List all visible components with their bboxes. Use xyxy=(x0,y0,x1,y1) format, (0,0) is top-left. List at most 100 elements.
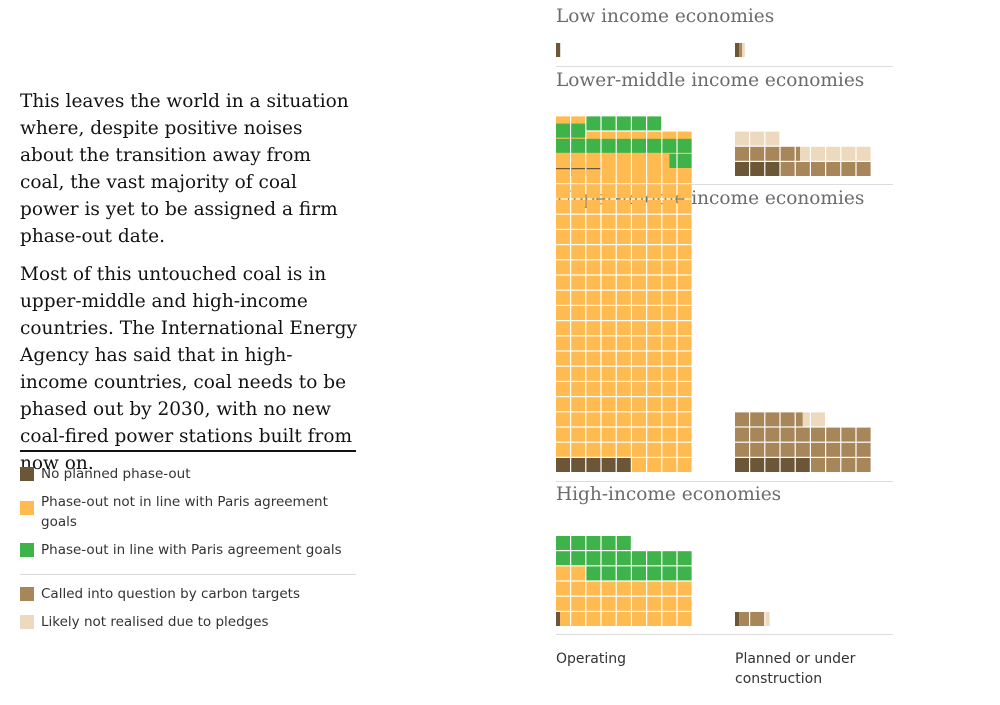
waffle-cell-not-paris xyxy=(586,382,601,396)
waffle-cell-paris xyxy=(601,566,616,581)
waffle-cell-not-paris xyxy=(556,306,570,320)
waffle-cell-questioned xyxy=(735,427,749,442)
waffle-cell-not-paris xyxy=(616,260,631,275)
waffle-cell-not-paris xyxy=(571,596,586,611)
waffle-cell-not-paris xyxy=(601,199,616,214)
waffle-cell-not-paris xyxy=(556,214,570,229)
waffle-cell-questioned xyxy=(765,442,780,457)
waffle-cell-not-paris xyxy=(647,290,662,305)
waffle-cell-not-paris xyxy=(601,442,616,457)
waffle-cell-not-paris xyxy=(560,612,570,626)
waffle-cell-not-paris xyxy=(586,154,601,168)
waffle-cell-questioned xyxy=(856,162,871,176)
waffle-cell-not-paris xyxy=(556,154,570,168)
waffle-cell-not-paris xyxy=(647,397,662,412)
waffle-cell-not-paris xyxy=(601,382,616,396)
waffle-cell-not-paris xyxy=(677,184,692,199)
waffle-cell-paris xyxy=(616,551,631,566)
waffle-cell-not-paris xyxy=(616,442,631,457)
waffle-cell-not-paris xyxy=(571,260,586,275)
section-title-lower-middle: Lower-middle income economies xyxy=(556,70,865,91)
waffle-cell-not-realised xyxy=(735,131,749,146)
waffle-cell-not-paris xyxy=(662,596,677,611)
waffle-cell-paris xyxy=(616,138,631,153)
waffle-cell-paris xyxy=(586,551,601,566)
waffle-cell-not-paris xyxy=(677,230,692,244)
waffle-cell-not-paris xyxy=(586,184,601,199)
waffle-cell-not-paris xyxy=(647,169,662,184)
waffle-cell-paris xyxy=(571,536,586,550)
waffle-cell-paris xyxy=(616,116,631,131)
waffle-cell-questioned xyxy=(795,146,800,161)
waffle-cell-paris xyxy=(647,566,662,581)
waffle-cell-paris xyxy=(571,138,586,153)
waffle-cell-paris xyxy=(632,551,646,566)
waffle-cell-not-paris xyxy=(586,260,601,275)
waffle-cell-not-paris xyxy=(662,442,677,457)
waffle-cell-not-paris xyxy=(556,199,570,214)
waffle-cell-not-paris xyxy=(647,366,662,381)
waffle-cell-not-paris xyxy=(632,230,646,244)
waffle-cell-questioned xyxy=(750,442,765,457)
waffle-cell-questioned xyxy=(795,427,810,442)
waffle-cell-not-paris xyxy=(586,214,601,229)
waffle-cell-questioned xyxy=(826,458,841,472)
section-title-high: High-income economies xyxy=(556,484,782,505)
waffle-cell-paris xyxy=(556,551,570,566)
waffle-cell-not-paris xyxy=(616,199,631,214)
waffle-cell-not-paris xyxy=(571,306,586,320)
waffle-cell-not-paris xyxy=(556,184,570,199)
waffle-cell-not-paris xyxy=(647,458,662,472)
waffle-cell-questioned xyxy=(765,427,780,442)
waffle-cell-not-paris xyxy=(677,336,692,351)
waffle-cell-questioned xyxy=(780,162,795,176)
waffle-cell-not-paris xyxy=(662,275,677,290)
waffle-cell-not-paris xyxy=(632,336,646,351)
waffle-cell-not-realised xyxy=(841,146,856,161)
waffle-cell-not-paris xyxy=(662,306,677,320)
waffle-cell-paris xyxy=(632,116,646,131)
waffle-cell-not-paris xyxy=(601,412,616,427)
waffle-cell-not-paris xyxy=(586,442,601,457)
divider xyxy=(556,184,893,185)
waffle-cell-not-paris xyxy=(616,427,631,442)
waffle-cell-not-paris xyxy=(662,351,677,366)
waffle-cell-not-realised xyxy=(826,146,841,161)
waffle-cell-not-paris xyxy=(647,154,662,168)
waffle-cell-not-paris xyxy=(586,306,601,320)
waffle-cell-not-paris xyxy=(556,566,570,581)
waffle-cell-paris xyxy=(586,116,601,131)
swatch-not-paris xyxy=(20,501,34,515)
waffle-cell-not-paris xyxy=(556,412,570,427)
waffle-cell-not-paris xyxy=(677,351,692,366)
waffle-cell-not-paris xyxy=(632,169,646,184)
waffle-cell-not-paris xyxy=(677,458,692,472)
waffle-cell-not-paris xyxy=(556,169,570,184)
waffle-cell-paris xyxy=(677,566,692,581)
waffle-cell-not-paris xyxy=(616,612,631,626)
waffle-cell-not-paris xyxy=(586,230,601,244)
waffle-cell-not-paris xyxy=(571,275,586,290)
waffle-cell-not-paris xyxy=(662,199,677,214)
waffle-cell-not-paris xyxy=(556,321,570,336)
waffle-cell-not-paris xyxy=(601,260,616,275)
divider xyxy=(556,481,893,482)
waffle-cell-questioned xyxy=(811,442,825,457)
waffle-cell-not-paris xyxy=(556,260,570,275)
waffle-cell-paris xyxy=(601,116,616,131)
legend-item-paris: Phase-out in line with Paris agreement g… xyxy=(20,540,356,560)
waffle-cell-questioned xyxy=(795,442,810,457)
waffle-cell-paris xyxy=(662,566,677,581)
waffle-cell-paris xyxy=(571,551,586,566)
waffle-cell-not-paris xyxy=(677,214,692,229)
waffle-cell-paris xyxy=(669,154,677,168)
waffle-cell-not-paris xyxy=(632,412,646,427)
waffle-cell-paris xyxy=(586,536,601,550)
waffle-cell-paris xyxy=(571,123,586,138)
waffle-cell-not-paris xyxy=(601,427,616,442)
column-label-planned: Planned or under construction xyxy=(735,651,856,687)
waffle-cell-questioned xyxy=(811,458,825,472)
waffle-cell-not-paris xyxy=(601,169,616,184)
waffle-cell-not-paris xyxy=(632,397,646,412)
waffle-cell-not-paris xyxy=(647,412,662,427)
